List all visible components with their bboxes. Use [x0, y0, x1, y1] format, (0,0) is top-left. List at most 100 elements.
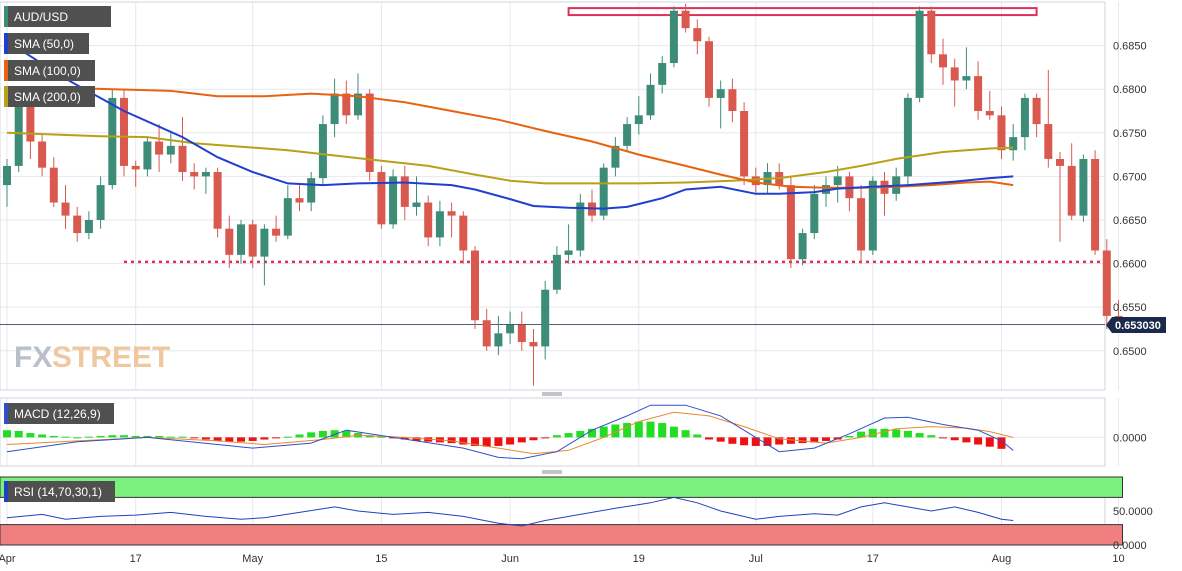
candle: [576, 193, 585, 257]
macd-hist-bar: [38, 434, 47, 438]
candle-body: [740, 110, 749, 177]
candle-body: [49, 167, 58, 203]
macd-hist-bar: [96, 435, 105, 438]
candle-body: [786, 185, 795, 260]
candle: [272, 215, 281, 242]
macd-hist-bar: [868, 428, 877, 438]
watermark-street: STREET: [52, 341, 170, 374]
candle-body: [342, 93, 351, 116]
candle-body: [131, 165, 140, 170]
macd-hist-bar: [623, 423, 632, 438]
panel-frames: [0, 1, 1106, 546]
y-tick-label: 0.6650: [1113, 215, 1147, 227]
macd-hist-bar: [751, 437, 760, 446]
candle-body: [482, 320, 491, 347]
candle: [646, 73, 655, 120]
candle: [49, 157, 58, 207]
legend-sma50-text: SMA (50,0): [14, 37, 74, 51]
legend-sma100[interactable]: SMA (100,0): [4, 60, 95, 81]
candle: [143, 137, 152, 177]
candle: [237, 219, 245, 264]
candle: [225, 215, 234, 268]
macd-hist-bar: [49, 435, 58, 438]
rsi-line: [6, 496, 1014, 527]
sma50-line: [6, 40, 1014, 210]
candle-body: [962, 76, 971, 81]
candle: [494, 315, 503, 356]
candle-body: [716, 89, 725, 98]
legend-sma200[interactable]: SMA (200,0): [4, 86, 95, 107]
macd-hist-bar: [201, 437, 210, 440]
candle: [927, 6, 936, 64]
candle: [1091, 150, 1100, 255]
candle: [997, 106, 1006, 159]
macd-hist-bar: [295, 434, 304, 438]
resistance-zone: [567, 7, 1038, 17]
candle: [985, 90, 994, 120]
legend-sma50[interactable]: SMA (50,0): [4, 33, 89, 54]
candle-body: [1009, 137, 1018, 151]
candle: [108, 89, 117, 190]
candle: [1102, 239, 1111, 329]
candle: [400, 165, 409, 220]
candle-body: [365, 93, 374, 173]
rsi-tick-label: 50.0000: [1113, 506, 1153, 518]
candle: [880, 172, 889, 216]
candle: [14, 97, 23, 173]
candle: [342, 80, 351, 125]
candle-body: [237, 224, 245, 255]
candle-body: [155, 141, 164, 155]
macd-hist-bar: [447, 437, 456, 444]
candle: [365, 89, 374, 181]
y-tick-label: 0.6850: [1113, 41, 1147, 53]
candle: [588, 189, 596, 222]
candle: [903, 93, 912, 186]
candle: [1020, 93, 1029, 151]
macd-hist-bar: [330, 430, 339, 438]
candle: [318, 115, 327, 186]
macd-hist-bar: [693, 434, 702, 438]
candle: [435, 200, 444, 247]
macd-hist-bar: [506, 437, 515, 445]
candle-body: [646, 84, 655, 116]
candle-body: [693, 28, 702, 42]
legend-macd[interactable]: MACD (12,26,9): [4, 403, 114, 424]
levels: [0, 7, 1105, 325]
candle: [798, 228, 807, 266]
candle: [307, 172, 316, 212]
candle-body: [857, 198, 866, 251]
candle-body: [1056, 158, 1064, 166]
candle-body: [541, 289, 550, 347]
panel-frame-1: [0, 397, 1106, 467]
macd-hist-bar: [705, 437, 713, 440]
candle-body: [377, 172, 386, 225]
macd-hist-bar: [120, 435, 128, 438]
macd-hist-bar: [634, 421, 643, 438]
macd-hist-bar: [564, 433, 573, 438]
candle-body: [997, 115, 1006, 151]
x-tick-label: Aug: [992, 553, 1012, 565]
candle-body: [3, 165, 11, 186]
candle-body: [248, 224, 257, 257]
candle-body: [143, 141, 152, 170]
macd-hist-bar: [576, 430, 585, 438]
candle-body: [73, 215, 82, 234]
candle-body: [178, 145, 187, 173]
candle: [669, 6, 678, 68]
macd-hist-bar: [389, 437, 398, 439]
candle-body: [611, 145, 620, 168]
candle: [1067, 143, 1076, 220]
candle-body: [213, 172, 222, 229]
candle: [693, 19, 702, 55]
legend-symbol[interactable]: AUD/USD: [4, 6, 111, 27]
macd-hist-bar: [260, 437, 269, 440]
candle: [201, 167, 210, 194]
macd-hist-bar: [471, 437, 479, 446]
watermark-fx: FX: [14, 341, 52, 374]
sma100-line: [6, 86, 1014, 189]
macd-hist-bar: [950, 437, 959, 441]
macd-hist-bar: [915, 433, 924, 438]
macd-hist-bar: [903, 430, 912, 438]
candle-body: [751, 176, 760, 186]
legend-rsi[interactable]: RSI (14,70,30,1): [4, 481, 115, 502]
